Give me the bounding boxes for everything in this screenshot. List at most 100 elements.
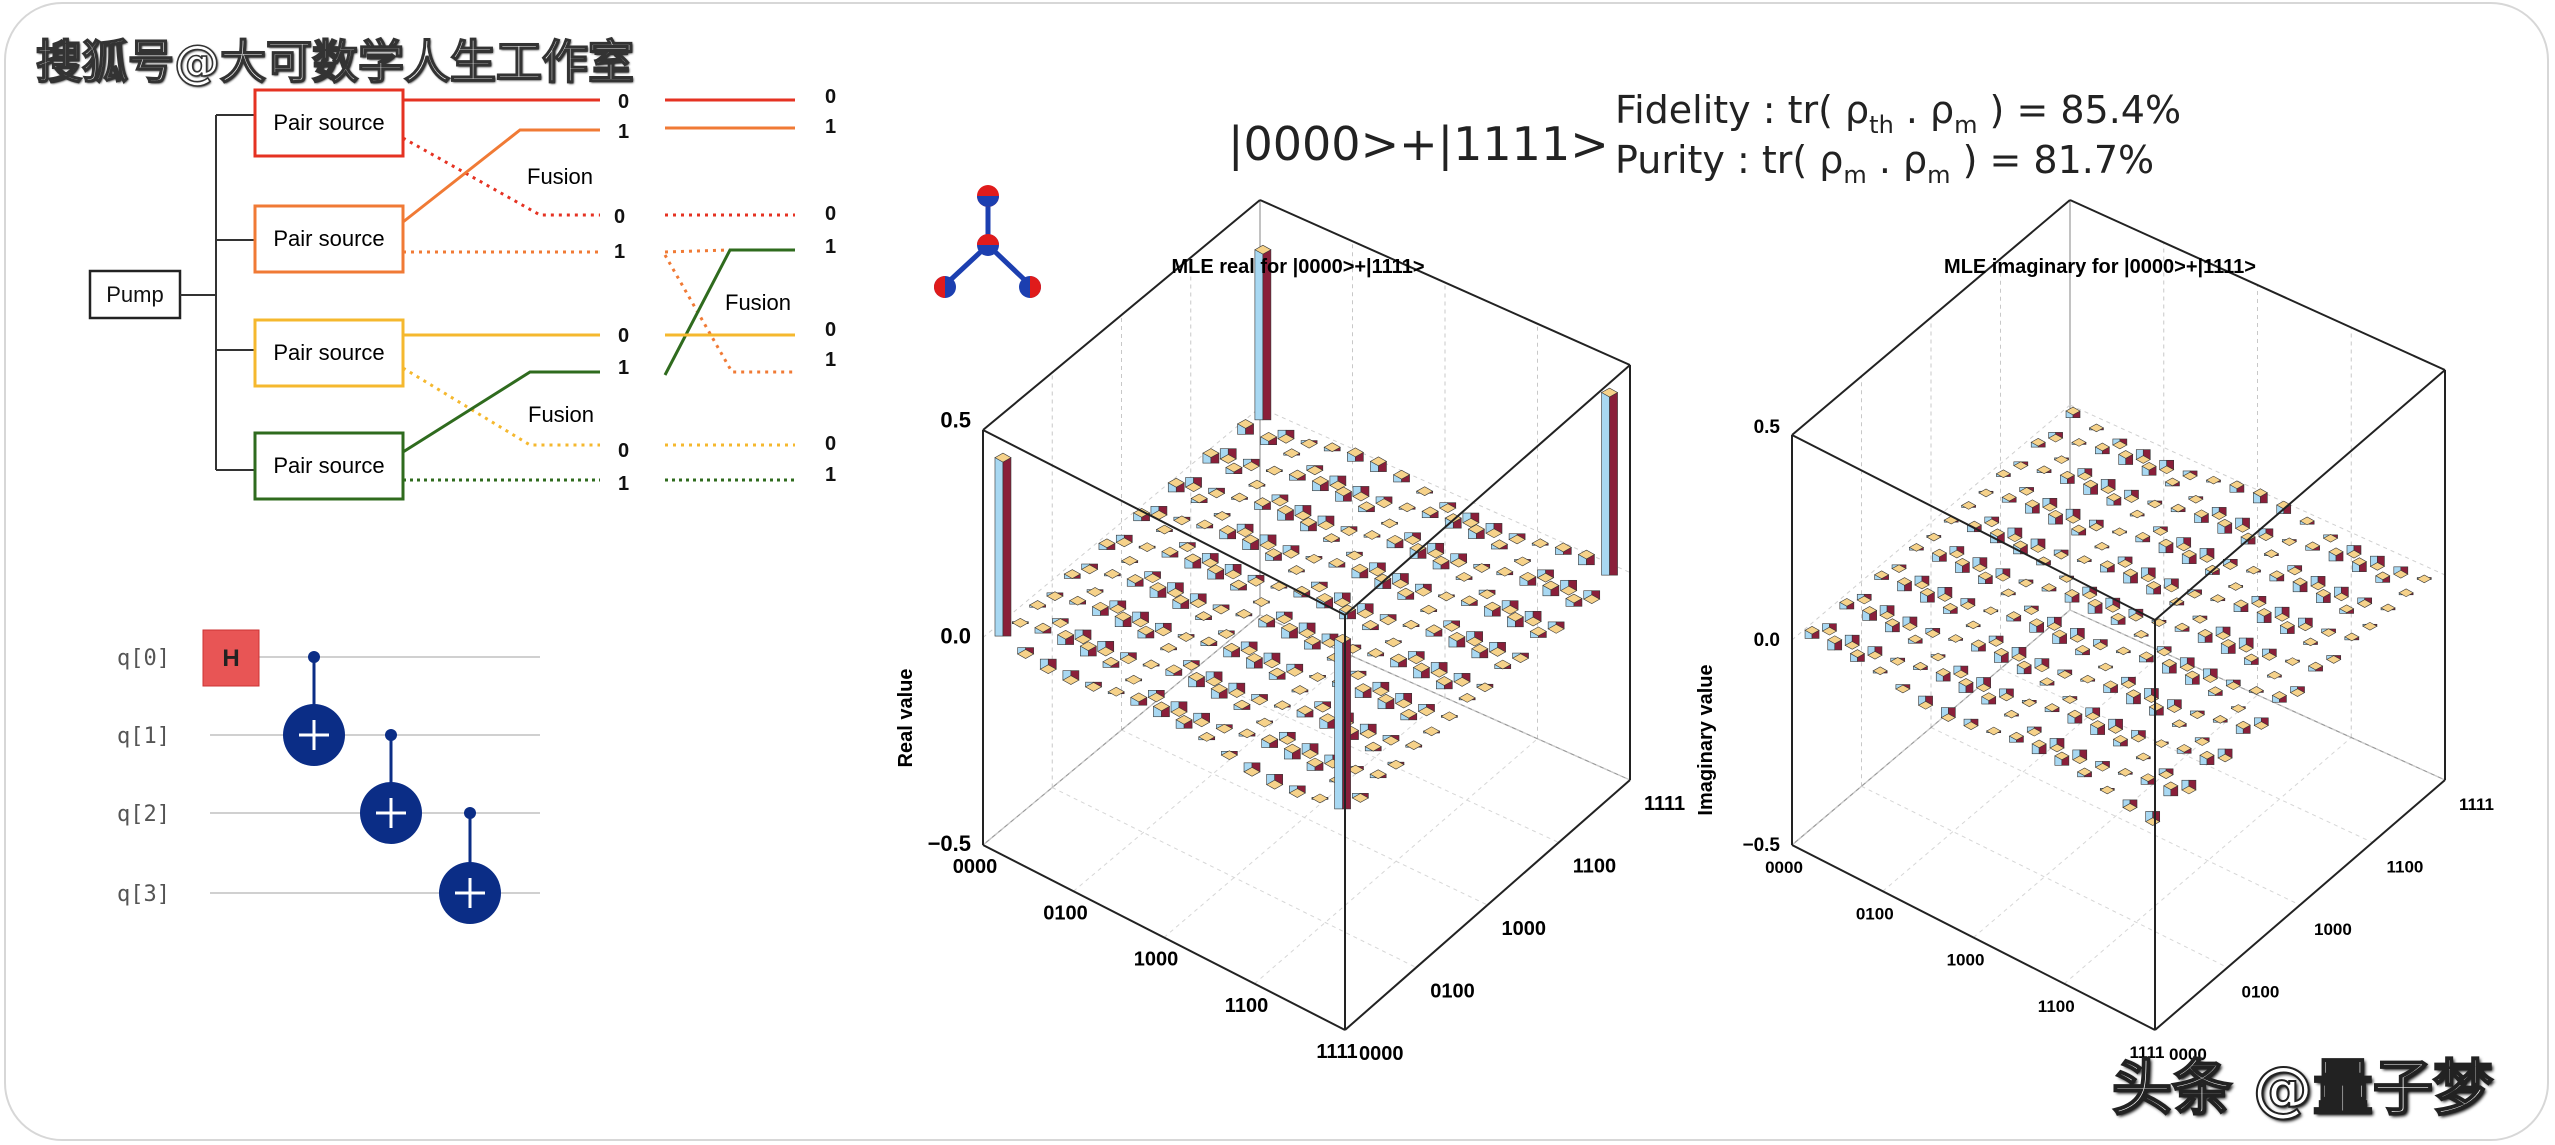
bar	[2202, 668, 2218, 683]
box-edge	[1973, 694, 2258, 938]
path-yellow-1	[402, 366, 600, 447]
bar	[1173, 515, 1191, 526]
bar	[1391, 573, 1410, 589]
bar	[2302, 637, 2319, 647]
bar	[1236, 523, 1254, 538]
bar	[1098, 538, 1116, 550]
bar	[1895, 684, 1911, 694]
bar	[2179, 657, 2195, 672]
bar	[1405, 740, 1423, 751]
bar	[2018, 578, 2034, 588]
bar	[2261, 648, 2277, 661]
bar	[1917, 695, 1934, 710]
bar	[2094, 442, 2110, 455]
bar	[2087, 598, 2103, 614]
bar	[1560, 579, 1578, 596]
bar	[2217, 518, 2233, 534]
bar	[1986, 726, 2002, 736]
bar	[1334, 486, 1353, 502]
bar	[1250, 694, 1269, 706]
bar	[2023, 605, 2040, 615]
bar	[1286, 663, 1304, 677]
bar	[1359, 723, 1377, 739]
bar	[1260, 432, 1278, 446]
bar	[1317, 515, 1335, 531]
bar	[1476, 682, 1494, 693]
bar	[1193, 712, 1211, 728]
bar	[1142, 659, 1160, 670]
bar	[1149, 582, 1167, 598]
bar	[1804, 625, 1820, 639]
bar	[2053, 455, 2070, 464]
port-label: 1	[825, 236, 836, 258]
bar	[1972, 557, 1988, 573]
box-edge	[1190, 672, 1559, 843]
bar	[1189, 593, 1207, 609]
bar	[1471, 643, 1489, 659]
y-tick-label: 1100	[1573, 856, 1616, 878]
bar	[2011, 647, 2027, 662]
bar	[1437, 591, 1456, 602]
bar	[1849, 649, 1866, 662]
bar	[1435, 676, 1453, 690]
bar	[1224, 564, 1242, 580]
bar	[1308, 672, 1327, 682]
bar	[1217, 629, 1236, 639]
bar	[2161, 658, 2177, 674]
bar	[2090, 720, 2106, 735]
bar	[1488, 642, 1507, 657]
bar	[1930, 652, 1946, 662]
bar	[1160, 643, 1178, 653]
h-gate	[202, 629, 260, 687]
port-label: 0	[618, 440, 629, 462]
bar	[2135, 449, 2151, 464]
bar	[1914, 575, 1930, 590]
bar	[1143, 571, 1162, 584]
bar	[1215, 723, 1233, 734]
bar	[1242, 458, 1260, 472]
bar	[1276, 505, 1295, 521]
bar	[2230, 704, 2246, 713]
bar	[994, 452, 1012, 637]
bar	[1103, 569, 1122, 579]
bar	[1152, 701, 1171, 718]
state-label: |0000>+|1111>	[1228, 117, 1609, 172]
bar	[1965, 620, 1981, 630]
fidelity-value: ) = 85.4%	[1990, 88, 2182, 132]
bar	[2145, 811, 2161, 826]
bar	[2112, 734, 2129, 747]
bar	[2174, 622, 2190, 632]
bar	[2181, 549, 2197, 564]
bar	[1879, 605, 1895, 620]
port-label: 0	[618, 325, 629, 347]
bar	[2274, 606, 2290, 622]
bar	[1382, 735, 1400, 746]
port-label: 0	[825, 319, 836, 341]
bar	[2253, 717, 2269, 730]
bar	[1958, 678, 1974, 693]
bar	[1346, 447, 1364, 462]
pump-box	[88, 269, 182, 320]
bar	[1311, 476, 1330, 492]
bar	[1942, 602, 1958, 614]
bar	[1565, 593, 1583, 607]
bar	[1323, 442, 1341, 453]
bar	[1097, 641, 1115, 657]
bar	[1948, 634, 1964, 643]
bar	[2003, 709, 2020, 719]
bar	[1384, 637, 1403, 648]
fusion-label-1: Fusion	[527, 164, 593, 189]
purity-sub1: m	[1843, 161, 1866, 189]
bar	[1296, 705, 1314, 718]
bar	[2122, 568, 2139, 584]
x-tick-label: 1100	[2038, 997, 2075, 1016]
figure-frame	[4, 2, 2549, 1141]
bar	[2289, 686, 2306, 697]
bar	[1184, 553, 1202, 569]
bar	[2297, 617, 2313, 632]
bar	[1377, 693, 1395, 710]
bar	[2357, 597, 2373, 608]
bar	[1194, 611, 1213, 621]
bar	[1912, 661, 1929, 671]
bar	[1483, 601, 1501, 617]
